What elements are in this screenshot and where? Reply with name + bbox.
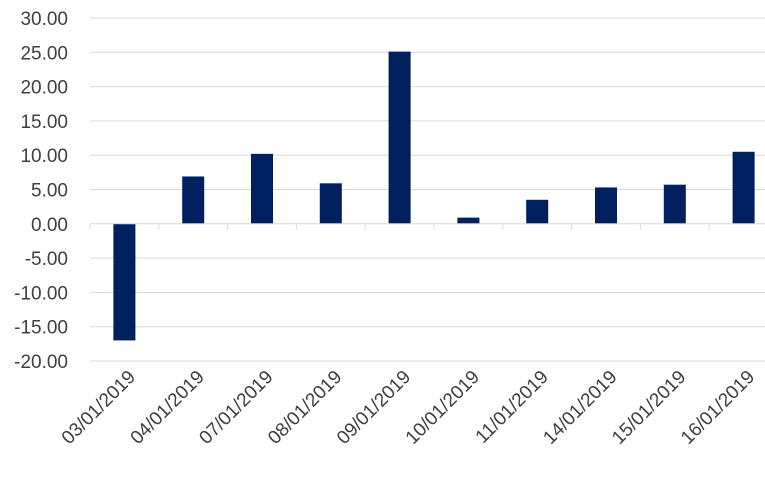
y-tick-label: -10.00 xyxy=(14,283,68,304)
x-tick-label: 14/01/2019 xyxy=(539,367,621,449)
x-tick-label: 09/01/2019 xyxy=(333,367,415,449)
x-tick-label: 07/01/2019 xyxy=(195,367,277,449)
x-tick-label: 10/01/2019 xyxy=(402,367,484,449)
x-axis-labels: 03/01/201904/01/201907/01/201908/01/2019… xyxy=(58,367,759,449)
x-tick-label: 16/01/2019 xyxy=(677,367,759,449)
y-axis-labels: 30.00 25.00 20.00 15.00 10.00 5.00 0.00 -5.00 -1… xyxy=(14,9,68,373)
y-tick-label: 0.00 xyxy=(31,215,68,236)
bar xyxy=(250,153,274,224)
bar xyxy=(319,183,342,224)
x-tick-label: 15/01/2019 xyxy=(608,367,690,449)
y-tick-label: 10.00 xyxy=(20,146,68,167)
x-tick-label: 03/01/2019 xyxy=(58,367,140,449)
bar xyxy=(182,176,205,224)
bars xyxy=(113,51,755,341)
x-axis-ticks xyxy=(89,223,710,230)
bar xyxy=(388,51,411,224)
y-tick-label: 25.00 xyxy=(20,43,68,64)
x-tick-label: 08/01/2019 xyxy=(264,367,346,449)
bar xyxy=(526,199,549,224)
y-tick-label: 30.00 xyxy=(20,9,68,30)
bar xyxy=(663,184,686,224)
x-tick-label: 04/01/2019 xyxy=(127,367,209,449)
y-tick-label: -20.00 xyxy=(14,352,68,373)
y-tick-label: 5.00 xyxy=(31,181,68,202)
bar xyxy=(113,223,136,341)
y-tick-label: -5.00 xyxy=(25,249,68,270)
bar xyxy=(594,187,618,224)
bar xyxy=(732,151,755,224)
y-tick-label: 15.00 xyxy=(20,112,68,133)
gridlines xyxy=(90,17,765,362)
bar xyxy=(457,217,480,224)
y-tick-label: -15.00 xyxy=(14,318,68,339)
y-tick-label: 20.00 xyxy=(20,78,68,99)
